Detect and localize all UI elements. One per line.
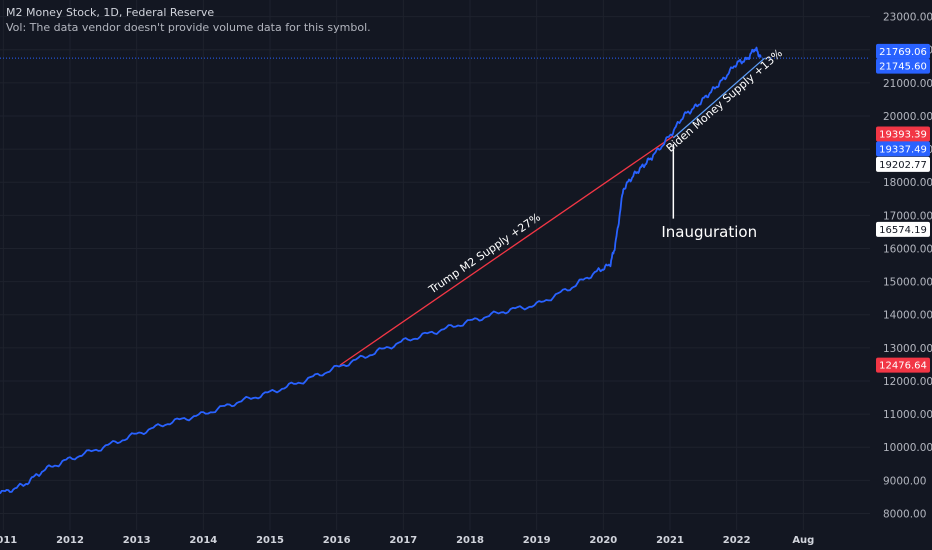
price-badges: 21769.06 21745.60 19393.39 19337.49 19202.77… <box>876 43 930 373</box>
x-tick-label: 2015 <box>256 535 284 546</box>
grid-lines <box>0 0 870 530</box>
inauguration-label: Inauguration <box>661 223 757 241</box>
price-badge: 21769.06 <box>876 43 930 59</box>
price-badge: 19202.77 <box>876 156 930 172</box>
price-badge-bg <box>876 126 930 142</box>
x-tick-label: 2014 <box>189 535 217 546</box>
y-tick-label: 11000.00 <box>883 409 932 421</box>
price-badge: 19337.49 <box>876 141 930 157</box>
y-tick-label: 20000.00 <box>883 111 932 123</box>
price-badge-label: 21769.06 <box>879 47 927 58</box>
price-badge-label: 12476.64 <box>879 361 927 372</box>
price-badge-bg <box>876 141 930 157</box>
price-badge: 12476.64 <box>876 357 930 373</box>
x-tick-label: 2019 <box>523 535 551 546</box>
trendlines <box>339 57 766 366</box>
price-badge-label: 19337.49 <box>879 144 927 155</box>
y-tick-label: 17000.00 <box>883 210 932 222</box>
series-layer <box>0 46 762 495</box>
y-tick-label: 18000.00 <box>883 177 932 189</box>
x-tick-label: 2013 <box>123 535 151 546</box>
biden-annotation: Biden Money Supply +13% <box>664 47 785 155</box>
x-tick-label: 2017 <box>389 535 417 546</box>
price-badge-bg <box>876 43 930 59</box>
trendline-trump <box>339 135 674 366</box>
trendline-biden <box>672 57 766 139</box>
price-badge: 16574.19 <box>876 221 930 237</box>
y-tick-label: 13000.00 <box>883 343 932 355</box>
price-badge-label: 19393.39 <box>879 130 927 141</box>
x-tick-label: 2011 <box>0 535 17 546</box>
x-axis[interactable]: 2011 2012 2013 2014 2015 2016 2017 2018 2019 2020… <box>0 535 814 546</box>
y-tick-label: 16000.00 <box>883 243 932 255</box>
y-tick-label: 23000.00 <box>883 12 932 24</box>
x-tick-label: 2020 <box>589 535 617 546</box>
m2-series-line <box>0 46 762 495</box>
y-tick-label: 21000.00 <box>883 78 932 90</box>
price-badge-bg <box>876 221 930 237</box>
x-tick-label: 2021 <box>656 535 684 546</box>
price-badge-bg <box>876 58 930 74</box>
symbol-title[interactable]: M2 Money Stock, 1D, Federal Reserve <box>6 6 215 19</box>
price-badge: 19393.39 <box>876 126 930 142</box>
y-tick-label: 15000.00 <box>883 277 932 289</box>
y-tick-label: 9000.00 <box>883 475 926 487</box>
price-badge: 21745.60 <box>876 58 930 74</box>
price-badge-label: 19202.77 <box>879 160 927 171</box>
chart-legend[interactable]: M2 Money Stock, 1D, Federal Reserve Vol:… <box>6 5 371 35</box>
price-badge-label: 21745.60 <box>879 62 927 73</box>
price-badge-bg <box>876 357 930 373</box>
x-tick-label: 2022 <box>723 535 751 546</box>
y-tick-label: 12000.00 <box>883 376 932 388</box>
x-tick-label: 2018 <box>456 535 484 546</box>
y-tick-label: 10000.00 <box>883 442 932 454</box>
y-axis[interactable]: 8000.00 9000.00 10000.00 11000.00 12000.00 13… <box>883 12 932 521</box>
x-tick-label: 2016 <box>323 535 351 546</box>
y-tick-label: 8000.00 <box>883 508 926 520</box>
y-tick-label: 14000.00 <box>883 310 932 322</box>
price-badge-bg <box>876 156 930 172</box>
x-tick-label: 2012 <box>56 535 84 546</box>
x-tick-label: Aug <box>792 535 814 546</box>
annotations: Trump M2 Supply +27% Biden Money Supply +… <box>426 47 785 297</box>
volume-note: Vol: The data vendor doesn't provide vol… <box>6 21 371 34</box>
price-badge-label: 16574.19 <box>879 225 927 236</box>
trump-annotation: Trump M2 Supply +27% <box>426 211 543 297</box>
